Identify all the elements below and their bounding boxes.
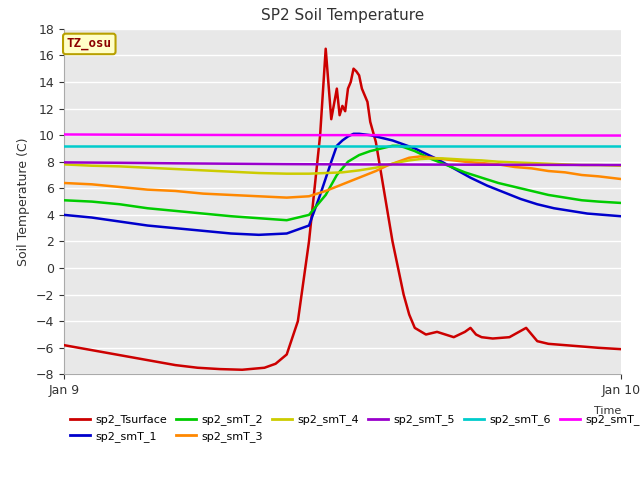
Title: SP2 Soil Temperature: SP2 Soil Temperature bbox=[260, 9, 424, 24]
Legend: sp2_Tsurface, sp2_smT_1, sp2_smT_2, sp2_smT_3, sp2_smT_4, sp2_smT_5, sp2_smT_6, : sp2_Tsurface, sp2_smT_1, sp2_smT_2, sp2_… bbox=[70, 415, 640, 442]
Text: Time: Time bbox=[593, 406, 621, 416]
Y-axis label: Soil Temperature (C): Soil Temperature (C) bbox=[17, 137, 30, 266]
Text: TZ_osu: TZ_osu bbox=[67, 37, 112, 50]
